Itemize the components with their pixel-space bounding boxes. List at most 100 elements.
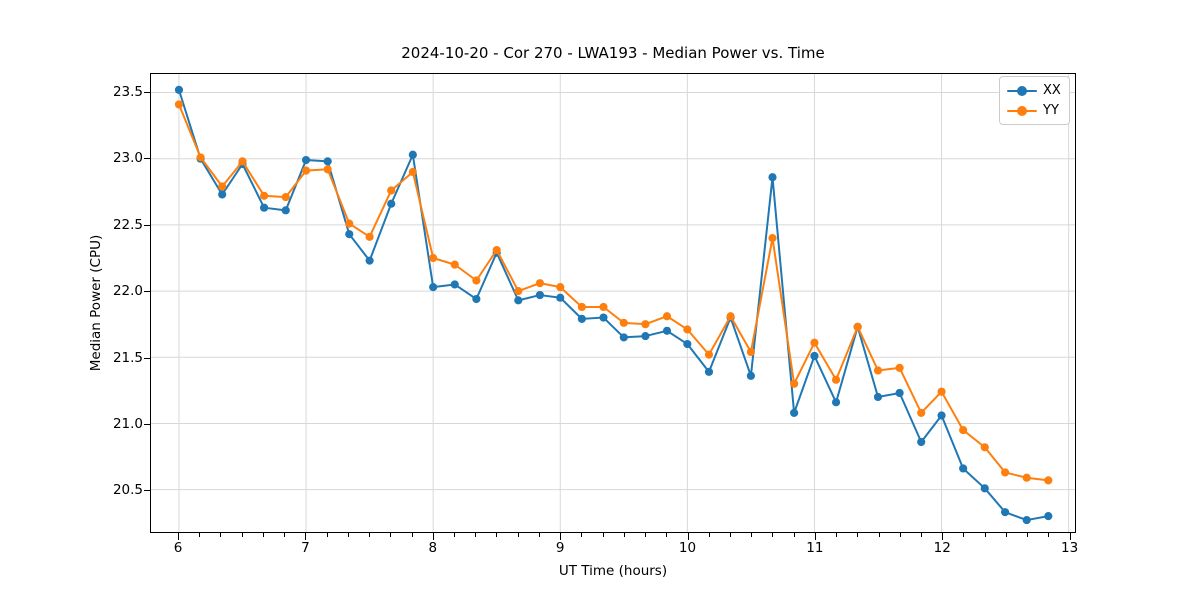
data-point [260, 203, 269, 212]
legend-item-xx[interactable]: XX [1007, 83, 1061, 98]
x-axis-label: UT Time (hours) [558, 563, 668, 579]
y-tick-mark [143, 224, 150, 226]
data-point [683, 339, 692, 349]
data-point [535, 279, 545, 288]
x-tick-mark-minor [793, 533, 795, 537]
data-point [641, 332, 650, 341]
data-point [450, 280, 459, 289]
y-tick-label: 22.0 [112, 283, 143, 300]
data-point [174, 85, 184, 94]
data-point [917, 408, 926, 417]
y-tick-label: 20.5 [112, 482, 143, 499]
data-series-layer [174, 85, 1053, 525]
x-tick-mark-minor [262, 533, 264, 537]
chart-legend[interactable]: XX YY [999, 76, 1070, 125]
data-point [980, 484, 989, 493]
data-point [726, 312, 735, 321]
y-tick-mark [143, 158, 150, 160]
x-tick-mark [560, 533, 562, 540]
data-point [365, 256, 374, 265]
x-tick-mark-minor [1027, 533, 1029, 537]
x-tick-mark-minor [453, 533, 455, 537]
x-tick-mark-minor [984, 533, 986, 537]
data-point [619, 333, 628, 342]
data-point [917, 437, 926, 447]
data-point [387, 199, 396, 208]
x-tick-mark-minor [581, 533, 583, 537]
data-point [1022, 473, 1031, 482]
series-xx [174, 85, 1053, 525]
data-point [218, 182, 227, 191]
data-point [641, 320, 650, 329]
x-tick-label: 9 [555, 540, 565, 556]
x-tick-mark-minor [878, 533, 880, 537]
x-tick-mark-minor [1005, 533, 1007, 537]
x-tick-mark [305, 533, 307, 540]
data-point [1001, 468, 1010, 477]
legend-label: YY [1043, 103, 1059, 118]
data-point [514, 296, 523, 305]
data-point [683, 325, 692, 334]
data-point [1044, 476, 1053, 485]
legend-item-yy[interactable]: YY [1007, 103, 1061, 118]
plot-area [150, 73, 1076, 533]
x-tick-mark-minor [602, 533, 604, 537]
x-tick-mark-minor [496, 533, 498, 537]
data-point [619, 318, 628, 327]
data-point [704, 350, 714, 359]
data-point [662, 312, 672, 321]
data-point [429, 283, 438, 292]
data-point [301, 155, 311, 165]
x-tick-mark-minor [708, 533, 710, 537]
data-point [260, 191, 269, 200]
data-point [895, 388, 904, 398]
data-point [704, 367, 714, 376]
data-point [746, 347, 755, 357]
y-tick-mark [143, 91, 150, 93]
data-point [790, 408, 799, 417]
legend-marker-icon [1007, 105, 1037, 117]
data-point [345, 219, 354, 228]
x-tick-mark-minor [326, 533, 328, 537]
data-point [1044, 512, 1053, 521]
x-tick-label: 11 [806, 540, 824, 556]
x-tick-label: 7 [301, 540, 310, 556]
data-point [450, 260, 459, 269]
x-tick-mark-minor [538, 533, 540, 537]
data-point [599, 313, 608, 322]
x-tick-mark-minor [347, 533, 349, 537]
x-tick-mark-minor [729, 533, 731, 537]
x-tick-mark-minor [666, 533, 668, 537]
data-point [345, 230, 354, 239]
data-point [853, 322, 862, 331]
data-point [980, 443, 989, 452]
x-tick-mark-minor [623, 533, 625, 537]
data-point [810, 351, 819, 361]
data-point [281, 193, 290, 202]
data-point [472, 276, 481, 285]
x-tick-mark [814, 533, 816, 540]
data-point [323, 157, 332, 166]
x-tick-mark-minor [921, 533, 923, 537]
x-tick-mark-minor [199, 533, 201, 537]
x-tick-label: 10 [678, 540, 697, 556]
data-point [810, 338, 819, 347]
x-tick-mark-minor [857, 533, 859, 537]
x-tick-mark-minor [963, 533, 965, 537]
x-tick-mark-minor [220, 533, 222, 537]
data-point [873, 392, 883, 402]
data-point [599, 302, 608, 312]
x-tick-mark-minor [390, 533, 392, 537]
data-point [472, 294, 481, 304]
x-tick-mark [1069, 533, 1071, 540]
data-point [429, 253, 438, 263]
data-point [365, 232, 374, 241]
data-point [492, 245, 501, 255]
data-point [768, 173, 777, 182]
data-point [323, 165, 332, 174]
data-point [831, 375, 841, 384]
data-point [408, 150, 417, 159]
y-axis-label: Median Power (CPU) [88, 234, 104, 372]
data-point [895, 363, 904, 372]
